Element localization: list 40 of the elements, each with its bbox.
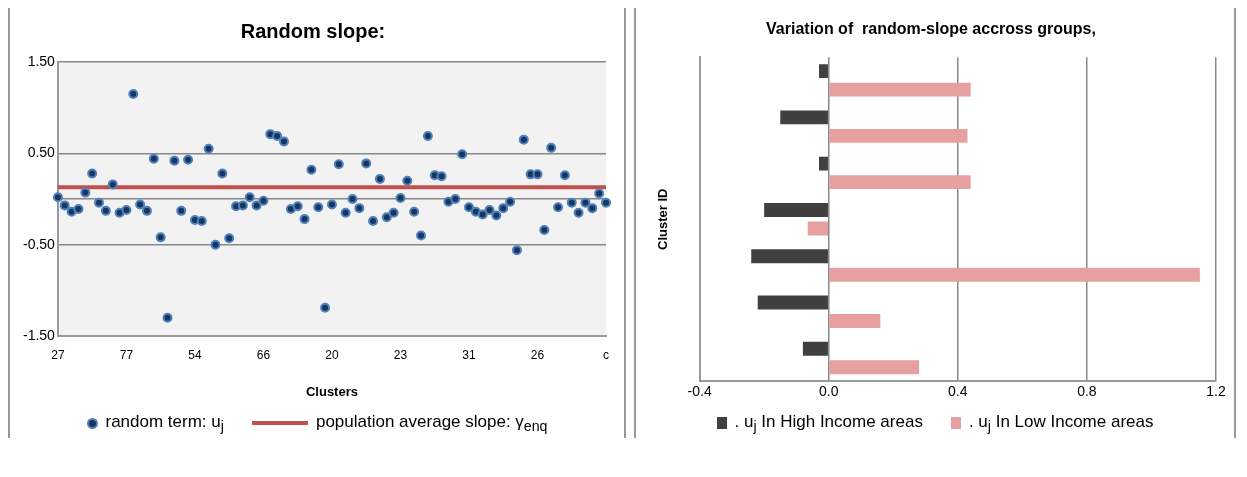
legend-label: . u$_{j}$ In Low Income areas bbox=[968, 412, 1154, 435]
legend-label: population average slope: γ$_{enq}$ bbox=[315, 412, 548, 435]
bar bbox=[764, 203, 828, 217]
x-tick-label: 27 bbox=[51, 347, 65, 362]
x-tick-label: 26 bbox=[530, 347, 545, 362]
bar bbox=[807, 221, 828, 236]
x-tick-label: 66 bbox=[256, 347, 271, 362]
bar bbox=[802, 341, 828, 356]
bar bbox=[829, 128, 968, 143]
x-tick-label: 77 bbox=[119, 347, 134, 362]
bar bbox=[829, 175, 971, 190]
bar bbox=[780, 110, 828, 125]
x-tick-label: 54 bbox=[188, 347, 202, 362]
y-tick-label: -1.50 bbox=[22, 326, 56, 343]
y-tick-label: 0.50 bbox=[27, 144, 56, 161]
x-tick-label: 0.0 bbox=[818, 383, 839, 400]
bar bbox=[757, 295, 828, 310]
bar bbox=[829, 267, 1200, 282]
bar bbox=[751, 249, 828, 264]
x-tick-label: 23 bbox=[393, 347, 408, 362]
x-tick-label: -0.4 bbox=[687, 383, 712, 400]
y-tick-label: -0.50 bbox=[22, 235, 56, 252]
y-axis-title: Cluster ID bbox=[655, 188, 671, 250]
bar bbox=[829, 314, 881, 328]
legend-label: . u$_{j}$ In High Income areas bbox=[734, 412, 923, 435]
x-tick-label: 1.2 bbox=[1206, 383, 1226, 400]
legend-label: random term: u$_{j}$ bbox=[105, 412, 224, 435]
x-tick-label: 20 bbox=[325, 347, 339, 362]
chart-title: Random slope: bbox=[240, 19, 386, 42]
bar bbox=[829, 82, 971, 97]
bar bbox=[819, 64, 828, 79]
bar bbox=[819, 156, 828, 171]
x-tick-label: 0.4 bbox=[948, 383, 968, 400]
x-tick-label: 0.8 bbox=[1077, 383, 1097, 400]
chart-title: Variation of random-slope accross groups, bbox=[766, 20, 1096, 38]
x-axis-title: Clusters bbox=[305, 383, 358, 399]
x-tick-label: c bbox=[603, 347, 609, 362]
x-tick-label: 31 bbox=[462, 347, 476, 362]
bar bbox=[829, 360, 920, 375]
y-tick-label: 1.50 bbox=[27, 52, 56, 69]
